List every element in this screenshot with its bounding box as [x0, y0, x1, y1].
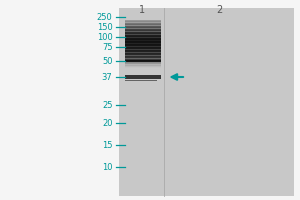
Bar [124, 52, 160, 53]
Bar [124, 60, 160, 62]
Bar [124, 61, 160, 62]
Bar [124, 54, 160, 55]
Bar [124, 62, 160, 63]
Bar [124, 27, 160, 28]
Bar [124, 63, 160, 64]
Bar [124, 35, 160, 36]
Bar [124, 30, 160, 31]
Text: 2: 2 [216, 5, 222, 15]
Bar [124, 45, 160, 46]
Bar [124, 65, 160, 66]
Bar [124, 43, 160, 44]
Bar [124, 47, 160, 48]
Bar [124, 55, 160, 56]
Bar [124, 33, 160, 34]
Bar [124, 24, 160, 25]
Bar [124, 54, 160, 55]
Text: 250: 250 [97, 12, 112, 21]
Bar [124, 53, 160, 54]
Bar [124, 41, 160, 42]
Text: 25: 25 [102, 100, 112, 110]
Bar [124, 23, 160, 24]
Bar [124, 42, 160, 43]
Bar [124, 40, 160, 41]
Bar [124, 31, 160, 32]
Bar [124, 48, 160, 49]
Bar [124, 51, 160, 52]
Bar [124, 63, 160, 64]
Bar [124, 26, 160, 27]
Bar [124, 45, 160, 46]
Bar [124, 50, 160, 51]
Bar [124, 75, 160, 79]
Bar [124, 29, 160, 30]
Bar [124, 32, 160, 33]
Bar [124, 65, 160, 66]
Bar [124, 80, 157, 81]
Bar [124, 39, 160, 40]
Bar [124, 62, 160, 63]
Bar [124, 56, 160, 57]
Bar [124, 36, 160, 37]
Bar [124, 51, 160, 52]
Bar [124, 49, 160, 50]
Bar [124, 66, 160, 67]
Text: 1: 1 [140, 5, 146, 15]
Bar [124, 38, 160, 39]
Bar [124, 35, 160, 36]
Bar [124, 60, 160, 61]
Bar [124, 28, 160, 29]
Bar [124, 20, 160, 21]
Bar [124, 60, 160, 61]
Bar [124, 59, 160, 60]
Bar [124, 67, 160, 68]
Text: 100: 100 [97, 32, 112, 42]
Bar [124, 37, 160, 38]
Bar [124, 21, 160, 22]
Bar [124, 57, 160, 58]
Bar [124, 41, 160, 42]
Bar [124, 59, 160, 60]
Bar [124, 57, 160, 58]
Text: 50: 50 [102, 56, 112, 66]
Bar [124, 44, 160, 45]
Bar [124, 23, 160, 24]
Bar [124, 58, 160, 59]
Bar [124, 27, 160, 28]
Bar [124, 32, 160, 33]
Bar [124, 36, 160, 37]
Text: 150: 150 [97, 22, 112, 31]
Text: 75: 75 [102, 43, 112, 51]
Bar [124, 26, 160, 27]
Bar [124, 25, 160, 26]
Bar [124, 30, 160, 31]
Bar [124, 22, 160, 23]
Bar [124, 50, 160, 51]
Bar [124, 24, 160, 25]
Bar [124, 21, 160, 22]
Bar [124, 42, 160, 43]
Bar [124, 20, 160, 21]
Bar [124, 44, 160, 45]
Text: 20: 20 [102, 118, 112, 128]
Bar [124, 53, 160, 54]
Bar [124, 66, 160, 67]
Text: 15: 15 [102, 140, 112, 149]
Bar [118, 8, 294, 196]
Bar [124, 47, 160, 48]
Bar [124, 29, 160, 30]
Bar [124, 33, 160, 34]
Bar [124, 64, 160, 65]
Bar [124, 38, 160, 39]
Bar [124, 56, 160, 57]
Bar [124, 39, 160, 40]
Text: 10: 10 [102, 162, 112, 171]
Bar [124, 48, 160, 49]
Bar [124, 46, 160, 47]
Bar [124, 34, 160, 35]
Text: 37: 37 [102, 72, 112, 82]
